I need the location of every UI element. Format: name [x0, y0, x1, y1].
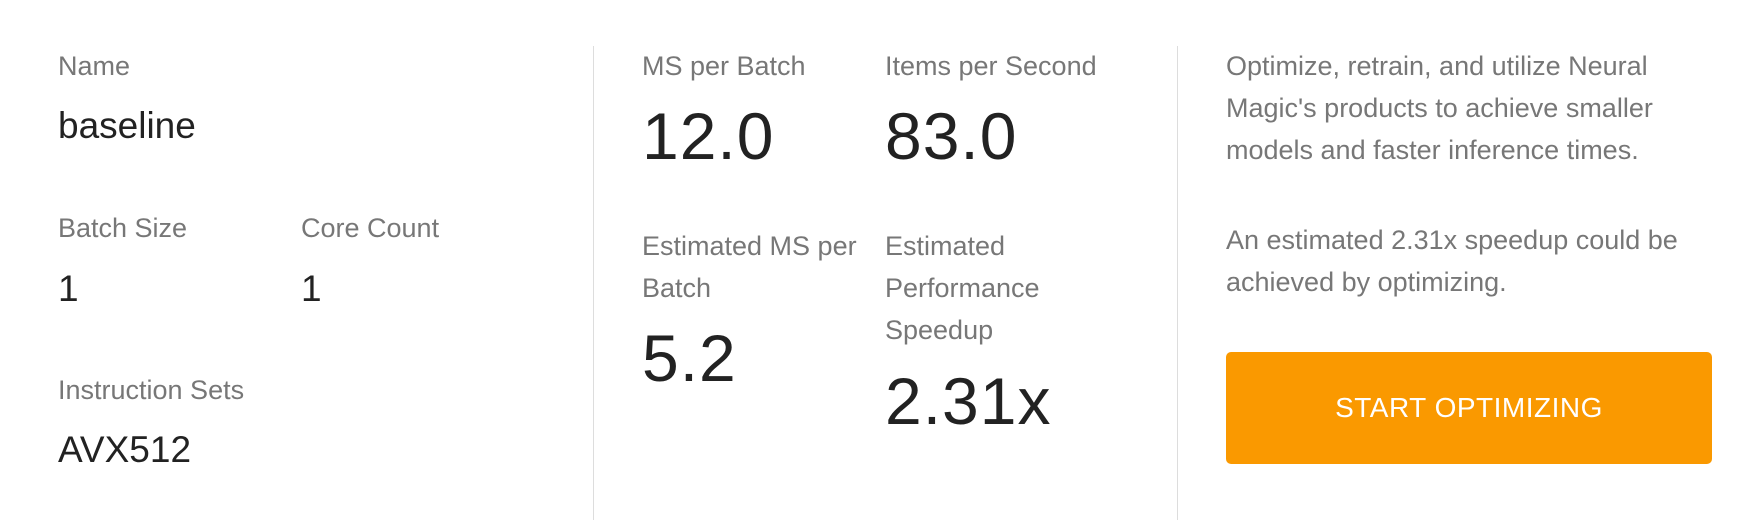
core-count-label: Core Count — [301, 213, 440, 243]
core-count-value: 1 — [301, 268, 322, 309]
speedup-note-line-1: An estimated 2.31x speedup could be — [1226, 225, 1678, 255]
est-ms-per-batch-label: Estimated MS per Batch — [642, 225, 857, 309]
name-value: baseline — [58, 105, 196, 146]
promo-line-1: Optimize, retrain, and utilize Neural — [1226, 51, 1648, 81]
est-speedup-value: 2.31x — [885, 364, 1052, 438]
instruction-sets-label: Instruction Sets — [58, 375, 245, 405]
promo-line-2: Magic's products to achieve smaller — [1226, 93, 1653, 123]
start-optimizing-button[interactable]: START OPTIMIZING — [1226, 352, 1712, 464]
est-speedup-label: Estimated Performance Speedup — [885, 225, 1040, 351]
est-ms-per-batch-value: 5.2 — [642, 321, 737, 395]
ms-per-batch-value: 12.0 — [642, 99, 775, 173]
est-ms-per-batch-label-line1: Estimated MS per — [642, 231, 857, 261]
est-speedup-label-line3: Speedup — [885, 315, 994, 345]
est-speedup-label-line1: Estimated — [885, 231, 1006, 261]
speedup-note-line-2: achieved by optimizing. — [1226, 267, 1507, 297]
est-ms-per-batch-label-line2: Batch — [642, 273, 712, 303]
promo-description: Optimize, retrain, and utilize Neural Ma… — [1226, 45, 1653, 171]
ms-per-batch-label: MS per Batch — [642, 51, 806, 81]
start-optimizing-button-label: START OPTIMIZING — [1335, 392, 1603, 423]
items-per-second-value: 83.0 — [885, 99, 1018, 173]
speedup-note: An estimated 2.31x speedup could be achi… — [1226, 219, 1678, 303]
column-divider-left — [593, 46, 594, 520]
instruction-sets-value: AVX512 — [58, 429, 192, 470]
promo-line-3: models and faster inference times. — [1226, 135, 1639, 165]
batch-size-label: Batch Size — [58, 213, 188, 243]
name-label: Name — [58, 51, 131, 81]
batch-size-value: 1 — [58, 268, 79, 309]
column-divider-right — [1177, 46, 1178, 520]
items-per-second-label: Items per Second — [885, 51, 1097, 81]
est-speedup-label-line2: Performance — [885, 273, 1040, 303]
